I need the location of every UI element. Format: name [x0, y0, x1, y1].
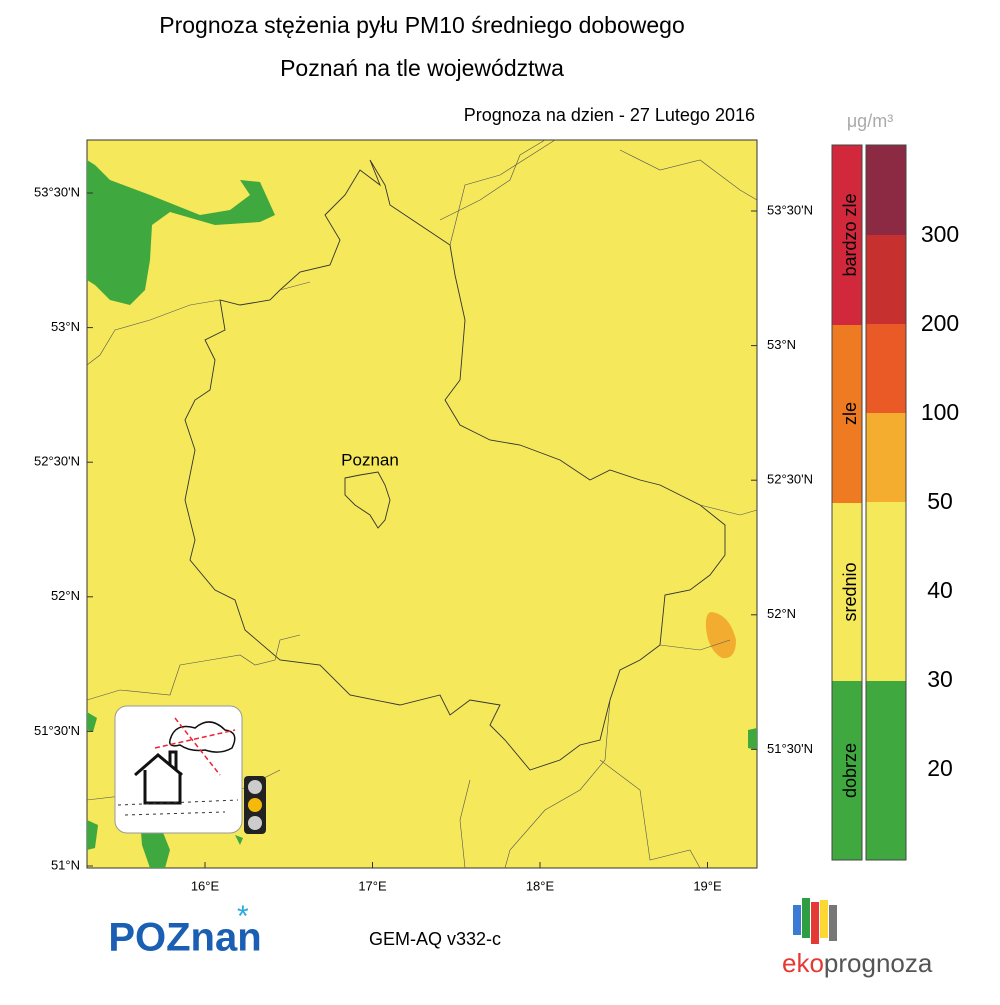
subtitle: Poznań na tle województwa	[280, 55, 564, 81]
logo-eko-a: eko	[782, 948, 824, 978]
lat-label: 53°30'N	[767, 202, 813, 217]
legend-category: bardzo zle	[840, 193, 860, 276]
logo-star: *	[237, 900, 249, 933]
legend-value: 200	[921, 310, 959, 336]
lat-label: 51°30'N	[767, 741, 813, 756]
lon-label: 16°E	[191, 878, 220, 893]
lat-label: 51°30'N	[34, 723, 80, 738]
legend-value: 20	[927, 755, 953, 781]
city-label: Poznan	[341, 450, 399, 469]
logo-eko-b: prognoza	[824, 948, 933, 978]
legend-value: 50	[927, 488, 953, 514]
eko-logo-bars	[793, 898, 837, 944]
lat-label: 52°N	[767, 606, 796, 621]
legend-category: zle	[840, 402, 860, 425]
lat-label: 51°N	[51, 857, 80, 872]
lat-label: 53°30'N	[34, 184, 80, 199]
legend: μg/m³	[831, 111, 907, 861]
date: Prognoza na dzien - 27 Lutego 2016	[464, 105, 755, 125]
lon-label: 18°E	[526, 878, 555, 893]
legend-unit: μg/m³	[847, 111, 893, 131]
legend-value: 300	[921, 221, 959, 247]
legend-value: 100	[921, 399, 959, 425]
legend-category: dobrze	[840, 743, 860, 798]
lon-label: 17°E	[358, 878, 387, 893]
model-label: GEM-AQ v332-c	[369, 929, 501, 949]
lat-label: 52°N	[51, 588, 80, 603]
legend-value: 30	[927, 666, 953, 692]
lat-label: 52°30'N	[34, 454, 80, 469]
lat-label: 53°N	[767, 337, 796, 352]
legend-category: srednio	[840, 562, 860, 621]
logo-eko: ekoprognoza	[782, 948, 933, 978]
title: Prognoza stężenia pyłu PM10 średniego do…	[159, 12, 685, 38]
lat-label: 52°30'N	[767, 472, 813, 487]
logo-poznan: POZnan	[108, 916, 261, 960]
legend-value: 40	[927, 577, 953, 603]
pictogram	[114, 705, 266, 834]
lat-label: 53°N	[51, 319, 80, 334]
lon-label: 19°E	[693, 878, 722, 893]
